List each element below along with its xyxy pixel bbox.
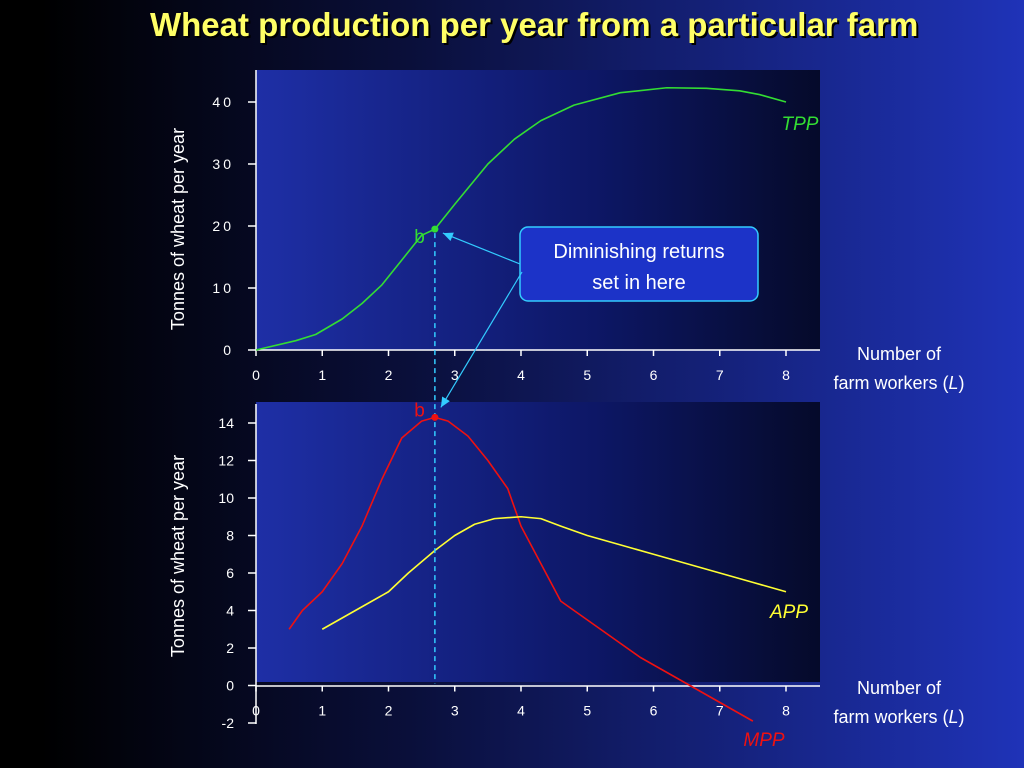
callout-line1: Diminishing returns bbox=[553, 241, 724, 263]
y-tick-label: 0 bbox=[226, 678, 234, 694]
x-tick-label: 2 bbox=[385, 367, 393, 383]
top-x-axis-title: Number of farm workers (L) bbox=[833, 344, 964, 393]
x-tick-label: 6 bbox=[650, 703, 658, 719]
y-tick-label: 12 bbox=[218, 453, 234, 469]
point-b-label: b bbox=[414, 227, 425, 248]
x-tick-label: 5 bbox=[583, 703, 591, 719]
bottom-x-axis-title-line2: farm workers (L) bbox=[833, 707, 964, 727]
callout-line2: set in here bbox=[592, 272, 685, 294]
y-tick-label: -2 bbox=[222, 715, 235, 731]
points-layer: bb bbox=[414, 225, 439, 421]
x-tick-label: 0 bbox=[252, 703, 260, 719]
y-tick-label: 0 bbox=[223, 342, 234, 358]
x-tick-label: 4 bbox=[517, 367, 525, 383]
x-tick-label: 0 bbox=[252, 367, 260, 383]
arrow-to-mpp-b-head bbox=[440, 396, 450, 408]
bottom-x-axis-title-line1: Number of bbox=[857, 678, 942, 698]
top-x-axis-title-line2: farm workers (L) bbox=[833, 373, 964, 393]
arrow-to-tpp-b-head bbox=[442, 232, 454, 241]
y-tick-label: 40 bbox=[212, 94, 234, 110]
x-tick-label: 7 bbox=[716, 703, 724, 719]
point-b-marker bbox=[431, 413, 439, 421]
bottom-plot-area bbox=[256, 402, 820, 682]
app-series-label: APP bbox=[769, 602, 808, 623]
mpp-series-label: MPP bbox=[743, 730, 785, 751]
y-tick-label: 6 bbox=[226, 565, 234, 581]
y-tick-label: 14 bbox=[218, 415, 234, 431]
bottom-x-axis-title: Number of farm workers (L) bbox=[833, 678, 964, 727]
y-tick-label: 2 bbox=[226, 640, 234, 656]
bottom-y-axis-title: Tonnes of wheat per year bbox=[168, 455, 188, 657]
y-tick-label: 8 bbox=[226, 528, 234, 544]
top-y-axis-title: Tonnes of wheat per year bbox=[168, 128, 188, 330]
arrow-to-mpp-b bbox=[440, 271, 523, 408]
series-layer bbox=[255, 86, 787, 722]
slide-title: Wheat production per year from a particu… bbox=[150, 6, 919, 43]
x-tick-label: 8 bbox=[782, 367, 790, 383]
top-plot-area bbox=[256, 70, 820, 350]
tpp-line bbox=[255, 86, 787, 351]
top-axes bbox=[255, 70, 820, 351]
x-tick-label: 3 bbox=[451, 703, 459, 719]
app-line bbox=[321, 515, 787, 630]
point-b-label: b bbox=[414, 400, 425, 421]
y-tick-label: 30 bbox=[212, 156, 234, 172]
tpp-series-label: TPP bbox=[782, 114, 819, 135]
x-tick-label: 8 bbox=[782, 703, 790, 719]
x-tick-label: 7 bbox=[716, 367, 724, 383]
y-tick-label: 4 bbox=[226, 603, 234, 619]
x-tick-label: 3 bbox=[451, 367, 459, 383]
point-b-marker bbox=[431, 225, 439, 233]
x-tick-label: 5 bbox=[583, 367, 591, 383]
x-tick-label: 1 bbox=[318, 367, 326, 383]
x-tick-label: 6 bbox=[650, 367, 658, 383]
y-tick-label: 10 bbox=[218, 490, 234, 506]
x-tick-label: 2 bbox=[385, 703, 393, 719]
mpp-line bbox=[288, 416, 754, 722]
arrow-to-tpp-b bbox=[442, 232, 521, 265]
y-tick-label: 20 bbox=[212, 218, 234, 234]
y-tick-label: 10 bbox=[212, 280, 234, 296]
x-tick-label: 1 bbox=[318, 703, 326, 719]
callout-arrows bbox=[440, 232, 523, 408]
bottom-axes bbox=[255, 404, 820, 724]
x-tick-label: 4 bbox=[517, 703, 525, 719]
top-x-axis-title-line1: Number of bbox=[857, 344, 942, 364]
